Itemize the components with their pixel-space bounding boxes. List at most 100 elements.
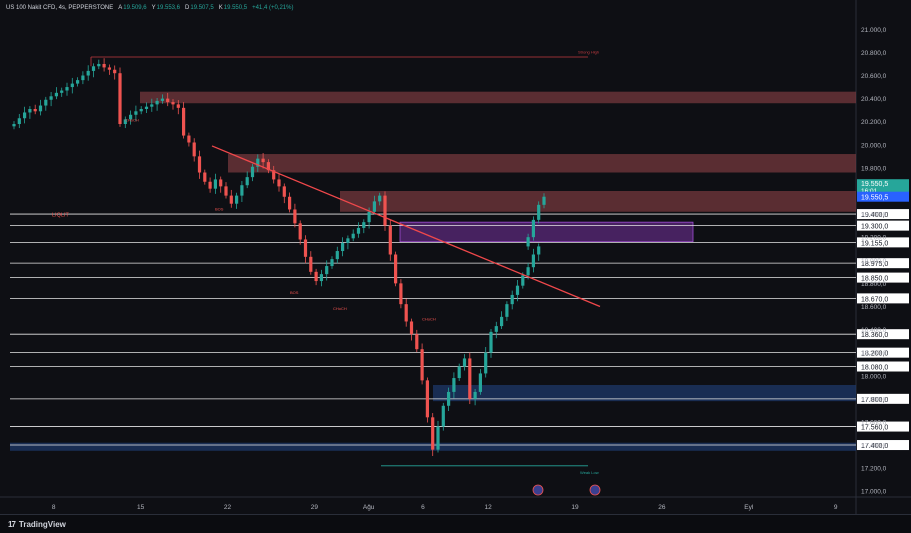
candle-body[interactable] bbox=[203, 172, 207, 182]
candle-body[interactable] bbox=[394, 254, 398, 284]
candle-body[interactable] bbox=[54, 92, 58, 97]
candle-body[interactable] bbox=[91, 66, 96, 71]
candle-body[interactable] bbox=[70, 83, 74, 88]
candle-body[interactable] bbox=[250, 166, 255, 178]
candle-body[interactable] bbox=[240, 185, 244, 196]
candle-body[interactable] bbox=[341, 242, 345, 252]
candle-body[interactable] bbox=[457, 366, 461, 379]
candle-body[interactable] bbox=[505, 304, 509, 317]
candle-body[interactable] bbox=[531, 254, 535, 268]
candle-body[interactable] bbox=[452, 378, 456, 392]
candle-body[interactable] bbox=[113, 69, 117, 74]
candle-body[interactable] bbox=[431, 417, 435, 450]
candle-body[interactable] bbox=[473, 391, 477, 399]
economic-event-icon[interactable] bbox=[532, 484, 544, 496]
candle-body[interactable] bbox=[478, 373, 482, 392]
candle-body[interactable] bbox=[150, 104, 154, 107]
candle-body[interactable] bbox=[224, 186, 228, 196]
candle-body[interactable] bbox=[415, 334, 419, 350]
candle-body[interactable] bbox=[510, 294, 514, 305]
candle-body[interactable] bbox=[537, 246, 541, 255]
candle-body[interactable] bbox=[388, 225, 392, 255]
candle-body[interactable] bbox=[49, 96, 53, 100]
candle-body[interactable] bbox=[17, 118, 21, 125]
candle-body[interactable] bbox=[12, 124, 16, 127]
candle-body[interactable] bbox=[441, 405, 445, 427]
candle-body[interactable] bbox=[256, 158, 260, 167]
candle-body[interactable] bbox=[76, 80, 80, 84]
candle-body[interactable] bbox=[409, 321, 414, 335]
candle-body[interactable] bbox=[28, 109, 32, 113]
supply-zone[interactable] bbox=[140, 91, 856, 104]
candle-body[interactable] bbox=[383, 195, 387, 226]
candle-body[interactable] bbox=[134, 111, 138, 115]
candle-body[interactable] bbox=[425, 380, 429, 418]
candle-body[interactable] bbox=[330, 259, 334, 267]
candle-body[interactable] bbox=[399, 283, 403, 305]
candle-body[interactable] bbox=[372, 201, 376, 212]
candle-body[interactable] bbox=[367, 211, 371, 223]
candle-body[interactable] bbox=[325, 266, 329, 275]
candle-body[interactable] bbox=[447, 391, 451, 406]
candle-body[interactable] bbox=[219, 179, 223, 187]
candle-body[interactable] bbox=[208, 181, 212, 189]
candle-body[interactable] bbox=[309, 256, 313, 272]
candle-body[interactable] bbox=[526, 267, 530, 276]
candle-body[interactable] bbox=[420, 349, 424, 381]
candle-body[interactable] bbox=[245, 177, 249, 186]
symbol-name[interactable]: US 100 Nakit CFD, 4s, PEPPERSTONE bbox=[6, 5, 114, 11]
candle-body[interactable] bbox=[272, 170, 276, 180]
candle-body[interactable] bbox=[362, 222, 366, 228]
candle-body[interactable] bbox=[107, 67, 111, 70]
candle-body[interactable] bbox=[33, 109, 37, 112]
candle-body[interactable] bbox=[319, 274, 323, 282]
candle-body[interactable] bbox=[86, 70, 90, 76]
trendline[interactable] bbox=[211, 145, 601, 308]
supply-zone[interactable] bbox=[340, 190, 856, 212]
candle-body[interactable] bbox=[129, 114, 133, 120]
candle-body[interactable] bbox=[187, 135, 191, 143]
candle-body[interactable] bbox=[197, 156, 202, 173]
candle-body[interactable] bbox=[182, 107, 186, 136]
candle-body[interactable] bbox=[60, 90, 64, 93]
candle-body[interactable] bbox=[542, 196, 546, 205]
candle-body[interactable] bbox=[261, 158, 265, 163]
candle-body[interactable] bbox=[378, 195, 382, 202]
candle-body[interactable] bbox=[213, 179, 217, 189]
candle-body[interactable] bbox=[404, 304, 408, 322]
candle-body[interactable] bbox=[531, 219, 535, 238]
candle-body[interactable] bbox=[160, 98, 164, 101]
candle-body[interactable] bbox=[38, 105, 43, 112]
candle-body[interactable] bbox=[462, 358, 467, 367]
candle-body[interactable] bbox=[155, 100, 159, 105]
candle-body[interactable] bbox=[436, 426, 440, 450]
candle-body[interactable] bbox=[118, 73, 122, 125]
candle-body[interactable] bbox=[81, 75, 85, 81]
candle-body[interactable] bbox=[537, 204, 541, 220]
candle-body[interactable] bbox=[314, 271, 318, 282]
candle-body[interactable] bbox=[229, 195, 233, 204]
candle-body[interactable] bbox=[489, 331, 493, 353]
candle-body[interactable] bbox=[335, 251, 339, 260]
candle-body[interactable] bbox=[288, 196, 292, 210]
candle-body[interactable] bbox=[526, 237, 530, 247]
candle-body[interactable] bbox=[468, 358, 472, 399]
candle-body[interactable] bbox=[139, 109, 143, 112]
fvg-zone[interactable] bbox=[399, 221, 694, 243]
candle-body[interactable] bbox=[277, 179, 281, 187]
candle-body[interactable] bbox=[521, 275, 525, 286]
candle-body[interactable] bbox=[298, 223, 302, 240]
candle-body[interactable] bbox=[356, 227, 361, 234]
candle-body[interactable] bbox=[346, 238, 350, 243]
candle-body[interactable] bbox=[235, 195, 239, 204]
candle-body[interactable] bbox=[282, 186, 286, 197]
candle-body[interactable] bbox=[500, 316, 504, 327]
candle-body[interactable] bbox=[515, 285, 520, 295]
tradingview-logo[interactable]: 17 TradingView bbox=[8, 520, 66, 529]
candle-body[interactable] bbox=[44, 99, 48, 106]
candle-body[interactable] bbox=[293, 209, 297, 224]
candle-body[interactable] bbox=[171, 102, 175, 105]
demand-zone[interactable] bbox=[433, 384, 856, 402]
candle-body[interactable] bbox=[166, 98, 170, 103]
